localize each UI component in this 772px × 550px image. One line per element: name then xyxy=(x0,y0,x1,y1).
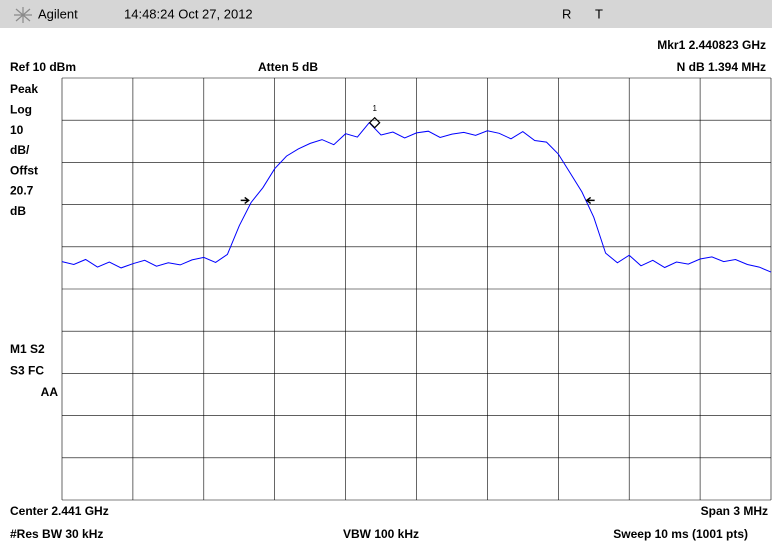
left-label: 10 xyxy=(10,123,24,137)
trace xyxy=(61,121,772,273)
marker-label: 1 xyxy=(372,104,377,113)
left-label: 20.7 xyxy=(10,184,34,198)
status-label: S3 FC xyxy=(10,364,44,378)
attenuation: Atten 5 dB xyxy=(258,60,318,74)
span: Span 3 MHz xyxy=(701,504,768,518)
status-flag: T xyxy=(595,6,603,21)
marker-readout: Mkr1 2.440823 GHz xyxy=(657,38,766,52)
left-label: dB/ xyxy=(10,143,30,157)
resolution-bandwidth: #Res BW 30 kHz xyxy=(10,527,103,541)
ref-level: Ref 10 dBm xyxy=(10,60,76,74)
left-label: dB xyxy=(10,204,26,218)
ndb-readout: N dB 1.394 MHz xyxy=(677,60,766,74)
center-frequency: Center 2.441 GHz xyxy=(10,504,109,518)
brand-logo xyxy=(14,7,32,23)
status-flag: R xyxy=(562,6,571,21)
left-label: Log xyxy=(10,102,32,116)
header-bar: Agilent 14:48:24 Oct 27, 2012 R T xyxy=(0,0,772,28)
left-label: Peak xyxy=(10,82,38,96)
header-background xyxy=(0,0,772,28)
sweep: Sweep 10 ms (1001 pts) xyxy=(613,527,748,541)
timestamp: 14:48:24 Oct 27, 2012 xyxy=(124,6,253,21)
video-bandwidth: VBW 100 kHz xyxy=(343,527,419,541)
brand-name: Agilent xyxy=(38,6,78,21)
ndb-arrow xyxy=(585,196,595,204)
ndb-arrow xyxy=(240,196,250,204)
status-label: M1 S2 xyxy=(10,342,45,356)
marker-diamond xyxy=(368,116,381,129)
status-label: AA xyxy=(41,385,59,399)
left-label: Offst xyxy=(10,163,38,177)
